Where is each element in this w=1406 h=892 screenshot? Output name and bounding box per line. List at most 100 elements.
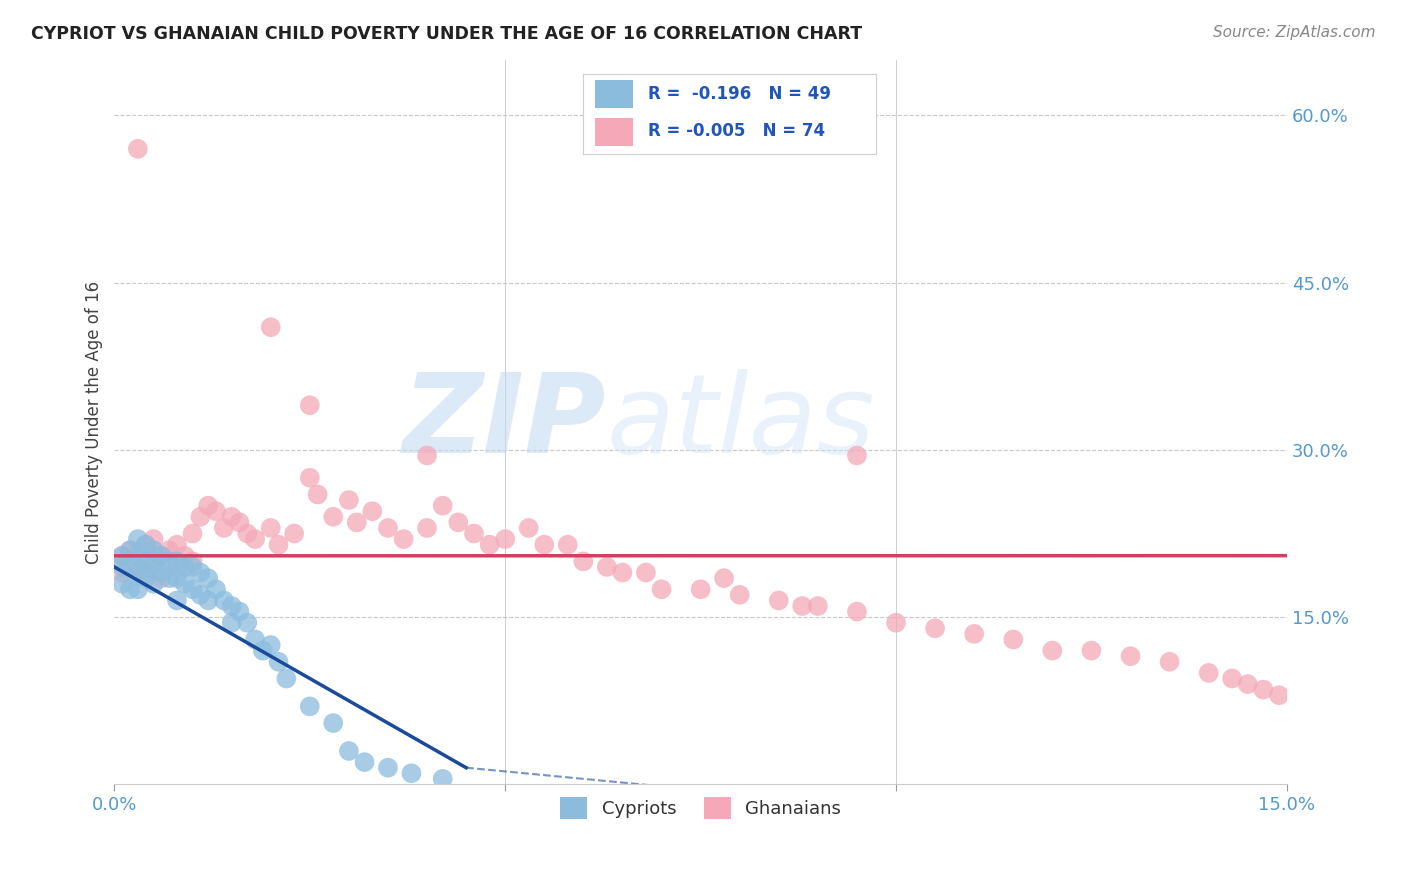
Point <box>276 672 298 686</box>
Point <box>651 582 673 597</box>
Point <box>197 499 219 513</box>
Point <box>963 627 986 641</box>
Point <box>322 509 344 524</box>
Point <box>142 560 165 574</box>
Text: atlas: atlas <box>607 368 876 475</box>
Point <box>166 554 188 568</box>
Point <box>236 615 259 630</box>
Point <box>205 582 228 597</box>
Point <box>135 554 157 568</box>
Point <box>768 593 790 607</box>
Point <box>118 582 141 597</box>
Point <box>166 538 188 552</box>
Point <box>267 538 290 552</box>
Point <box>252 643 274 657</box>
Point <box>166 593 188 607</box>
Point <box>377 521 399 535</box>
Point <box>173 576 195 591</box>
Point <box>572 554 595 568</box>
Point <box>181 526 204 541</box>
Point <box>142 554 165 568</box>
Point <box>135 538 157 552</box>
Point <box>166 560 188 574</box>
Point <box>197 571 219 585</box>
Point <box>197 593 219 607</box>
Point <box>1080 643 1102 657</box>
Point <box>634 566 657 580</box>
Point <box>205 504 228 518</box>
Point <box>127 582 149 597</box>
Point <box>478 538 501 552</box>
Point <box>1253 682 1275 697</box>
Point <box>612 566 634 580</box>
Text: CYPRIOT VS GHANAIAN CHILD POVERTY UNDER THE AGE OF 16 CORRELATION CHART: CYPRIOT VS GHANAIAN CHILD POVERTY UNDER … <box>31 25 862 43</box>
Point <box>127 549 149 563</box>
Point <box>533 538 555 552</box>
Y-axis label: Child Poverty Under the Age of 16: Child Poverty Under the Age of 16 <box>86 280 103 564</box>
Point <box>127 566 149 580</box>
Point <box>142 532 165 546</box>
Point <box>142 576 165 591</box>
Point <box>221 509 243 524</box>
Point <box>190 509 212 524</box>
Point <box>243 632 266 647</box>
Point <box>267 655 290 669</box>
Point <box>212 521 235 535</box>
Legend: Cypriots, Ghanaians: Cypriots, Ghanaians <box>553 789 848 826</box>
Point <box>135 566 157 580</box>
Point <box>1119 649 1142 664</box>
Point <box>135 538 157 552</box>
Point <box>190 566 212 580</box>
Point <box>150 566 173 580</box>
Point <box>111 549 134 563</box>
Point <box>1040 643 1063 657</box>
Point <box>127 532 149 546</box>
Point <box>463 526 485 541</box>
Point <box>392 532 415 546</box>
Point <box>243 532 266 546</box>
Point <box>118 543 141 558</box>
Point <box>337 493 360 508</box>
Point <box>181 554 204 568</box>
Point <box>432 499 454 513</box>
Point <box>150 571 173 585</box>
Point <box>517 521 540 535</box>
Text: ZIP: ZIP <box>404 368 607 475</box>
Point <box>111 560 134 574</box>
Point <box>166 571 188 585</box>
Point <box>1159 655 1181 669</box>
Point <box>298 398 321 412</box>
Point <box>118 543 141 558</box>
Point <box>135 571 157 585</box>
Point <box>173 549 195 563</box>
Point <box>432 772 454 786</box>
Point <box>228 605 250 619</box>
Point <box>845 605 868 619</box>
Point <box>924 621 946 635</box>
Point <box>792 599 814 613</box>
Point <box>1220 672 1243 686</box>
Point <box>181 560 204 574</box>
Point <box>1198 665 1220 680</box>
Point <box>150 549 173 563</box>
Point <box>142 543 165 558</box>
Point <box>157 571 180 585</box>
Point <box>401 766 423 780</box>
Point <box>111 549 134 563</box>
Point <box>307 487 329 501</box>
Point <box>494 532 516 546</box>
Point <box>221 599 243 613</box>
Point <box>260 638 283 652</box>
Point <box>236 526 259 541</box>
Point <box>416 449 439 463</box>
Point <box>157 554 180 568</box>
Point <box>228 516 250 530</box>
Point <box>557 538 579 552</box>
Point <box>596 560 619 574</box>
Point <box>181 582 204 597</box>
Point <box>157 543 180 558</box>
Point <box>298 699 321 714</box>
Point <box>190 588 212 602</box>
Point <box>150 549 173 563</box>
Point <box>111 566 134 580</box>
